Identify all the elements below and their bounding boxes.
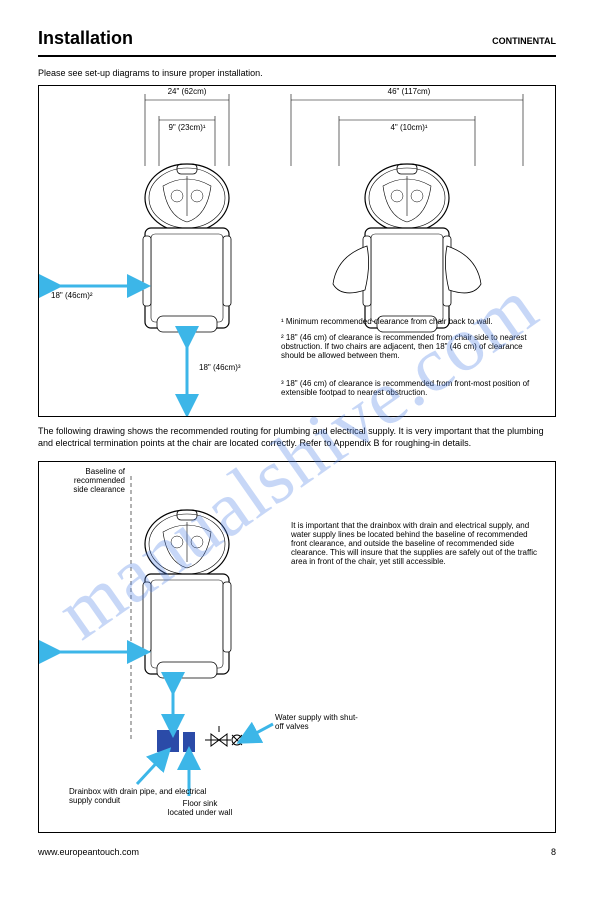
dim-top-left: 24" (62cm)	[135, 88, 239, 97]
plumbing-diagram: Baseline of recommended side clearance D…	[38, 461, 556, 833]
dim-back-right: 4" (10cm)¹	[359, 124, 459, 133]
intro-text-2: The following drawing shows the recommen…	[38, 425, 556, 449]
sideline-label: Baseline of recommended side clearance	[45, 468, 125, 494]
supply-label: Water supply with shut-off valves	[275, 714, 365, 732]
dim-front: 18" (46cm)³	[199, 364, 279, 373]
dim-side: 18" (46cm)²	[51, 292, 131, 301]
fig1-note1: ¹ Minimum recommended clearance from cha…	[281, 318, 545, 327]
footer-url: www.europeantouch.com	[38, 847, 139, 857]
dim-back-left: 9" (23cm)¹	[145, 124, 229, 133]
floorsink-label: Floor sink located under wall	[155, 800, 245, 818]
header-rule	[38, 55, 556, 57]
fig1-note2: ² 18" (46 cm) of clearance is recommende…	[281, 334, 545, 360]
fig2-note: It is important that the drainbox with d…	[291, 522, 539, 566]
dim-top-right: 46" (117cm)	[349, 88, 469, 97]
page-number: 8	[551, 847, 556, 857]
product-name: CONTINENTAL	[492, 36, 556, 46]
intro-text: Please see set-up diagrams to insure pro…	[38, 67, 556, 79]
fig1-note3: ³ 18" (46 cm) of clearance is recommende…	[281, 380, 545, 398]
clearance-diagram: 24" (62cm) 46" (117cm) 9" (23cm)¹ 4" (10…	[38, 85, 556, 417]
section-title: Installation	[38, 28, 133, 49]
